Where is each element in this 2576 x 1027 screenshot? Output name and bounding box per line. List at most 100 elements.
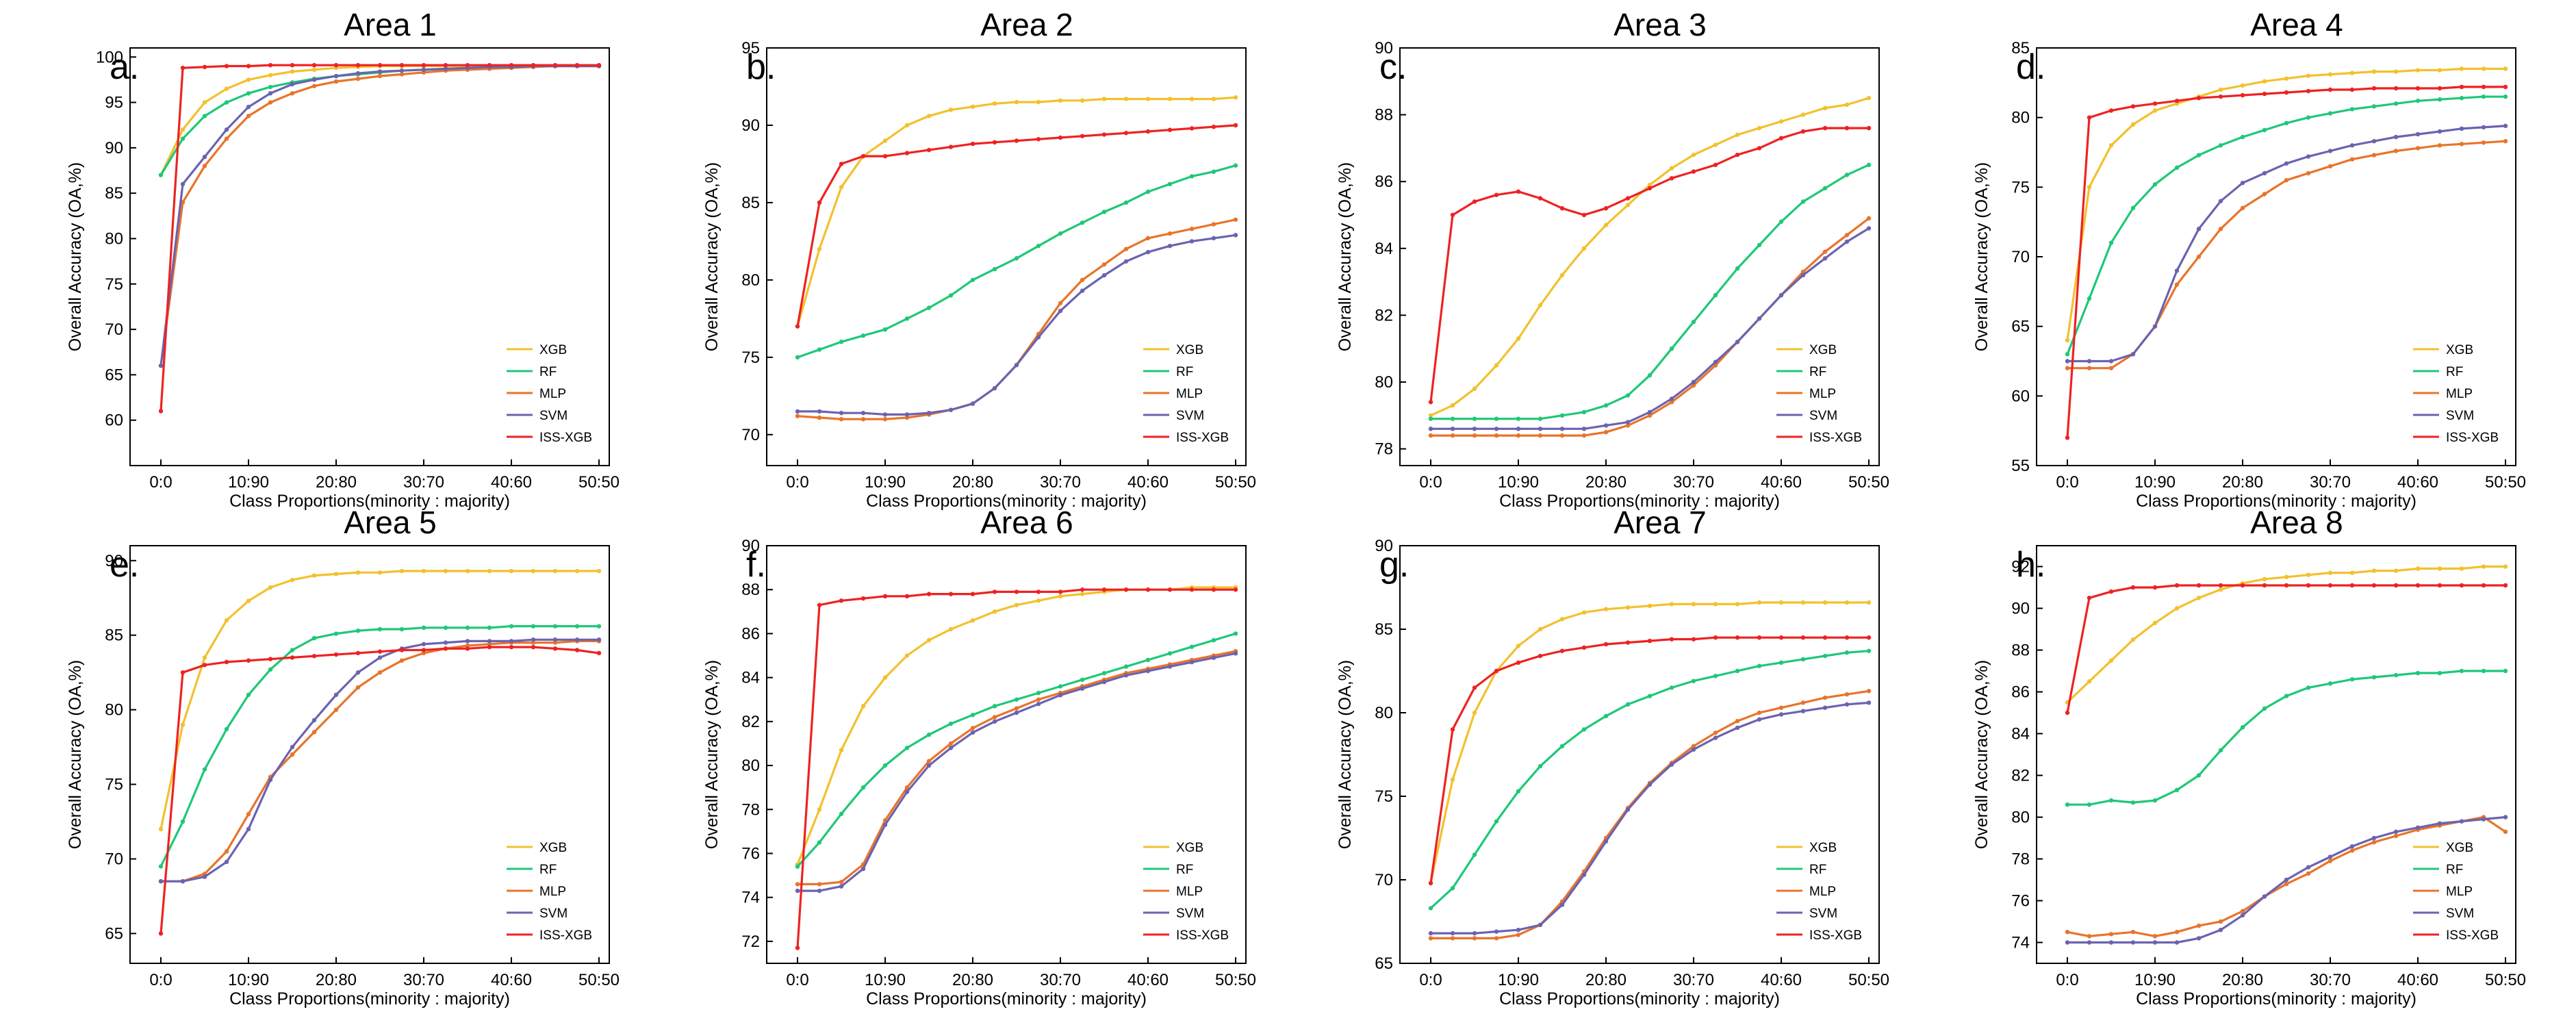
data-point — [1450, 930, 1455, 936]
data-point — [1189, 644, 1195, 649]
data-point — [355, 650, 361, 656]
data-point — [1538, 626, 1543, 632]
series-line-rf — [2066, 95, 2505, 355]
data-point — [970, 141, 975, 147]
data-point — [1844, 102, 1850, 107]
data-point — [860, 417, 866, 422]
data-point — [1472, 930, 1477, 936]
data-point — [552, 637, 558, 642]
data-point — [290, 91, 295, 96]
data-point — [1603, 206, 1609, 211]
data-point — [1036, 137, 1041, 142]
x-tick-label: 50:50 — [2485, 473, 2526, 492]
y-tick-label: 80 — [105, 701, 123, 720]
data-point — [2130, 104, 2136, 109]
data-point — [2371, 674, 2377, 680]
data-point — [1058, 589, 1063, 594]
data-point — [2393, 101, 2399, 106]
data-point — [2065, 710, 2070, 715]
data-point — [2481, 125, 2486, 130]
y-axis-label: Overall Accuracy (OA,%) — [66, 162, 85, 351]
y-tick-label: 84 — [2011, 725, 2030, 744]
data-point — [970, 726, 975, 731]
plot-frame — [129, 47, 610, 466]
data-point — [1036, 598, 1041, 603]
data-point — [1189, 126, 1195, 131]
data-point — [2371, 86, 2377, 91]
data-point — [2174, 787, 2180, 793]
data-point — [904, 785, 910, 790]
data-point — [224, 849, 229, 854]
data-point — [1014, 256, 1019, 261]
data-point — [2218, 919, 2223, 924]
data-point — [2087, 802, 2092, 807]
data-point — [1778, 705, 1784, 710]
data-point — [1581, 427, 1587, 431]
data-point — [1559, 902, 1565, 907]
data-point — [1080, 592, 1085, 596]
data-point — [1538, 763, 1543, 769]
data-point — [1691, 383, 1696, 388]
data-point — [158, 931, 164, 936]
data-point — [1822, 635, 1828, 640]
data-point — [596, 650, 602, 656]
y-tick-label: 75 — [2011, 178, 2030, 196]
legend-label: RF — [2446, 863, 2463, 877]
y-tick-label: 85 — [105, 184, 123, 203]
y-tick-label: 90 — [741, 537, 760, 555]
data-point — [1233, 651, 1238, 656]
data-point — [1472, 852, 1477, 857]
data-point — [2108, 798, 2114, 803]
series-line-svm — [798, 652, 1236, 892]
x-tick-label: 30:70 — [403, 971, 444, 989]
x-tick-label: 40:60 — [1761, 971, 1802, 989]
data-point — [1844, 233, 1850, 238]
y-tick-label: 70 — [2011, 248, 2030, 266]
data-point — [1603, 223, 1609, 227]
data-point — [1014, 99, 1019, 105]
series-line-iss-xgb — [160, 646, 600, 934]
data-point — [2152, 934, 2158, 939]
data-point — [2087, 934, 2092, 939]
data-point — [180, 65, 186, 71]
data-point — [180, 878, 186, 884]
x-tick-label: 10:90 — [865, 473, 906, 492]
y-tick-label: 78 — [1375, 440, 1393, 459]
data-point — [2349, 677, 2355, 682]
x-tick-label: 40:60 — [1127, 971, 1169, 989]
data-point — [1167, 664, 1173, 669]
data-point — [2087, 366, 2092, 370]
data-point — [1101, 97, 1107, 101]
data-point — [1211, 125, 1216, 129]
data-point — [2415, 583, 2421, 588]
data-point — [2306, 572, 2311, 577]
series-line-mlp — [161, 639, 599, 883]
data-point — [487, 625, 492, 631]
data-point — [1778, 119, 1784, 124]
data-point — [333, 692, 339, 698]
data-point — [180, 722, 186, 727]
data-point — [2108, 932, 2114, 937]
data-point — [948, 741, 954, 746]
data-point — [1167, 181, 1173, 187]
data-point — [202, 164, 207, 168]
data-point — [1603, 839, 1609, 844]
y-tick-label: 90 — [1375, 537, 1393, 555]
data-point — [1713, 602, 1718, 607]
data-point — [1647, 603, 1653, 609]
data-point — [1538, 416, 1543, 421]
data-point — [246, 104, 251, 110]
x-tick-label: 30:70 — [1673, 473, 1714, 492]
data-point — [839, 162, 844, 166]
data-point — [1713, 359, 1718, 364]
data-point — [1123, 97, 1129, 101]
data-point — [2349, 844, 2355, 849]
data-point — [574, 648, 580, 652]
data-point — [2306, 88, 2311, 94]
data-point — [1844, 692, 1850, 697]
x-tick-label: 50:50 — [1215, 971, 1256, 989]
panel-1: Area 1 a. 60 65 70 75 80 85 90 95 100 0:0 10:90 20:80… — [66, 7, 620, 511]
data-point — [1778, 712, 1784, 717]
data-point — [1211, 222, 1216, 227]
x-tick-label: 10:90 — [1498, 473, 1539, 492]
